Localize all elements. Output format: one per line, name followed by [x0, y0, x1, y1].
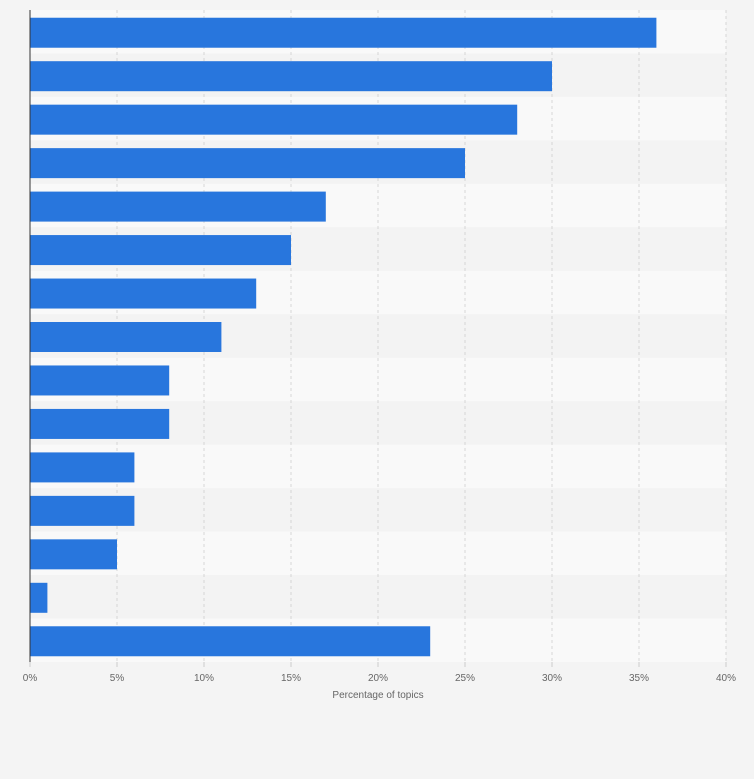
- bar: [30, 191, 326, 222]
- x-tick-label: 40%: [716, 673, 736, 684]
- x-tick-label: 20%: [368, 673, 388, 684]
- x-tick-label: 10%: [194, 673, 214, 684]
- bar: [30, 17, 657, 48]
- x-tick-label: 35%: [629, 673, 649, 684]
- bar: [30, 626, 431, 657]
- bar: [30, 539, 117, 570]
- bar: [30, 582, 48, 613]
- bars: [30, 17, 657, 657]
- x-tick-label: 5%: [110, 673, 125, 684]
- bar: [30, 278, 257, 309]
- x-axis-title: Percentage of topics: [332, 690, 423, 701]
- bar: [30, 235, 291, 266]
- bar: [30, 365, 170, 396]
- x-tick-label: 25%: [455, 673, 475, 684]
- x-tick-label: 0%: [23, 673, 38, 684]
- bar: [30, 408, 170, 439]
- bar: [30, 104, 518, 135]
- bar: [30, 322, 222, 352]
- bar: [30, 452, 135, 483]
- bar: [30, 148, 465, 179]
- bar: [30, 495, 135, 526]
- x-tick-label: 15%: [281, 673, 301, 684]
- bar: [30, 61, 552, 92]
- x-tick-label: 30%: [542, 673, 562, 684]
- x-axis-ticks: 0% 5% 10% 15% 20% 25% 30% 35% 40%: [23, 662, 736, 684]
